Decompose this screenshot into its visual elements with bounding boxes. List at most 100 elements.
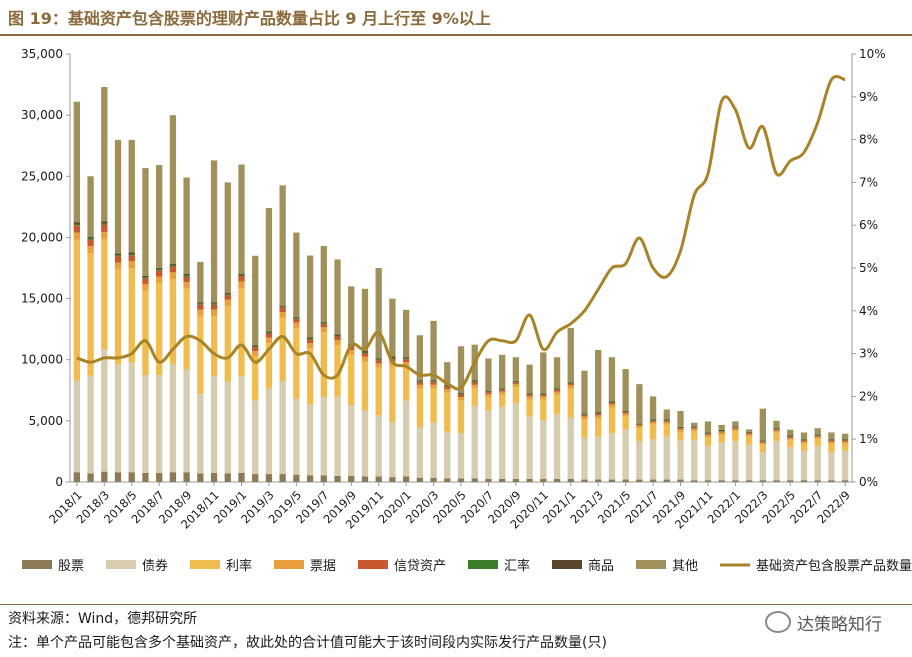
bar-segment-信贷资产: [622, 412, 629, 414]
bar-segment-债券: [677, 440, 684, 480]
bar-segment-票据: [156, 276, 163, 284]
bar-segment-票据: [718, 432, 725, 435]
bar-segment-其他: [814, 428, 821, 435]
bar-segment-商品: [800, 439, 808, 440]
bar-segment-信贷资产: [595, 413, 602, 416]
bar-segment-股票: [773, 480, 780, 482]
bar-segment-其他: [361, 288, 369, 352]
bar-segment-利率: [814, 438, 821, 446]
bar-segment-股票: [471, 478, 478, 482]
bar-segment-商品: [320, 321, 327, 323]
bar-segment-票据: [745, 434, 753, 437]
bar-segment-利率: [183, 288, 190, 370]
title-rule: [0, 34, 912, 36]
bar-segment-债券: [512, 403, 520, 479]
bar-segment-利率: [732, 431, 739, 442]
y-right-tick-label: 5%: [859, 261, 878, 275]
bar-segment-股票: [581, 479, 588, 482]
bar-segment-股票: [252, 474, 259, 482]
bar-segment-股票: [197, 473, 204, 482]
bar-segment-汇率: [238, 274, 245, 276]
bar-segment-债券: [773, 441, 780, 481]
bar-segment-信贷资产: [444, 386, 451, 390]
bar-segment-利率: [622, 415, 629, 430]
line-series-stock-share: [76, 75, 846, 391]
bar-segment-利率: [608, 407, 616, 434]
bar-segment-商品: [512, 380, 520, 382]
bar-segment-商品: [87, 237, 94, 239]
bar-segment-票据: [663, 422, 670, 425]
bar-segment-其他: [581, 370, 588, 414]
bar-segment-其他: [691, 422, 698, 427]
bar-segment-债券: [306, 404, 314, 476]
bar-segment-利率: [87, 253, 94, 376]
bar-segment-商品: [595, 412, 602, 413]
bar-segment-汇率: [416, 381, 423, 383]
bar-segment-股票: [691, 480, 698, 482]
bar-segment-商品: [581, 413, 588, 415]
bar-segment-其他: [649, 396, 657, 420]
bar-segment-股票: [759, 480, 766, 482]
bar-segment-信贷资产: [320, 323, 327, 328]
bar-segment-其他: [375, 268, 382, 359]
legend-label-line: 基础资产包含股票产品数量占比（右）: [756, 558, 912, 574]
bar-segment-汇率: [252, 345, 259, 347]
bar-segment-利率: [101, 239, 108, 350]
bar-segment-债券: [87, 375, 94, 474]
bar-segment-股票: [622, 479, 629, 482]
bar-segment-债券: [389, 422, 396, 478]
bar-segment-利率: [348, 354, 355, 405]
bar-segment-信贷资产: [704, 433, 712, 435]
bar-segment-债券: [279, 381, 286, 475]
bar-segment-股票: [320, 475, 327, 482]
bar-segment-商品: [718, 429, 725, 431]
bar-segment-汇率: [567, 382, 574, 384]
bar-segment-债券: [224, 381, 231, 474]
bar-segment-利率: [252, 356, 259, 401]
bar-segment-其他: [595, 349, 602, 413]
bar-segment-信贷资产: [210, 304, 218, 310]
bar-segment-股票: [238, 472, 245, 482]
bar-segment-其他: [828, 432, 835, 440]
bar-segment-利率: [828, 443, 835, 453]
bar-segment-利率: [540, 399, 547, 421]
bar-segment-信贷资产: [663, 420, 670, 423]
bar-segment-商品: [457, 392, 465, 394]
bar-segment-债券: [169, 364, 177, 473]
bar-segment-债券: [375, 415, 382, 477]
bar-segment-商品: [279, 305, 286, 307]
bar-segment-利率: [471, 387, 478, 407]
bar-segment-信贷资产: [800, 440, 808, 442]
bar-segment-票据: [485, 393, 492, 398]
bar-segment-其他: [320, 245, 327, 322]
bar-segment-汇率: [293, 317, 300, 319]
bar-segment-股票: [499, 478, 506, 482]
bar-segment-信贷资产: [718, 431, 725, 433]
legend-label-汇率: 汇率: [504, 558, 530, 574]
bar-segment-商品: [471, 380, 478, 382]
bar-segment-商品: [210, 302, 218, 304]
legend-swatch-债券: [106, 560, 136, 569]
bar-segment-债券: [553, 414, 561, 479]
bar-segment-债券: [128, 362, 135, 473]
bar-segment-其他: [142, 168, 149, 276]
bar-segment-其他: [197, 261, 204, 303]
bar-segment-债券: [622, 429, 629, 480]
bar-segment-汇率: [814, 434, 821, 436]
bar-segment-票据: [800, 441, 808, 444]
bar-segment-利率: [704, 437, 712, 446]
bar-segment-股票: [608, 479, 616, 482]
bar-segment-其他: [252, 255, 259, 345]
y-right-tick-label: 9%: [859, 90, 878, 104]
bar-segment-债券: [567, 417, 574, 479]
legend-swatch-汇率: [468, 560, 498, 569]
legend-label-债券: 债券: [142, 558, 168, 574]
legend-label-票据: 票据: [310, 559, 336, 574]
bar-segment-信贷资产: [732, 427, 739, 429]
bar-segment-票据: [73, 232, 81, 240]
bar-segment-信贷资产: [773, 429, 780, 431]
bar-segment-商品: [649, 419, 657, 421]
bar-segment-票据: [636, 425, 643, 429]
bar-segment-利率: [526, 399, 533, 417]
bar-segment-股票: [677, 479, 684, 482]
